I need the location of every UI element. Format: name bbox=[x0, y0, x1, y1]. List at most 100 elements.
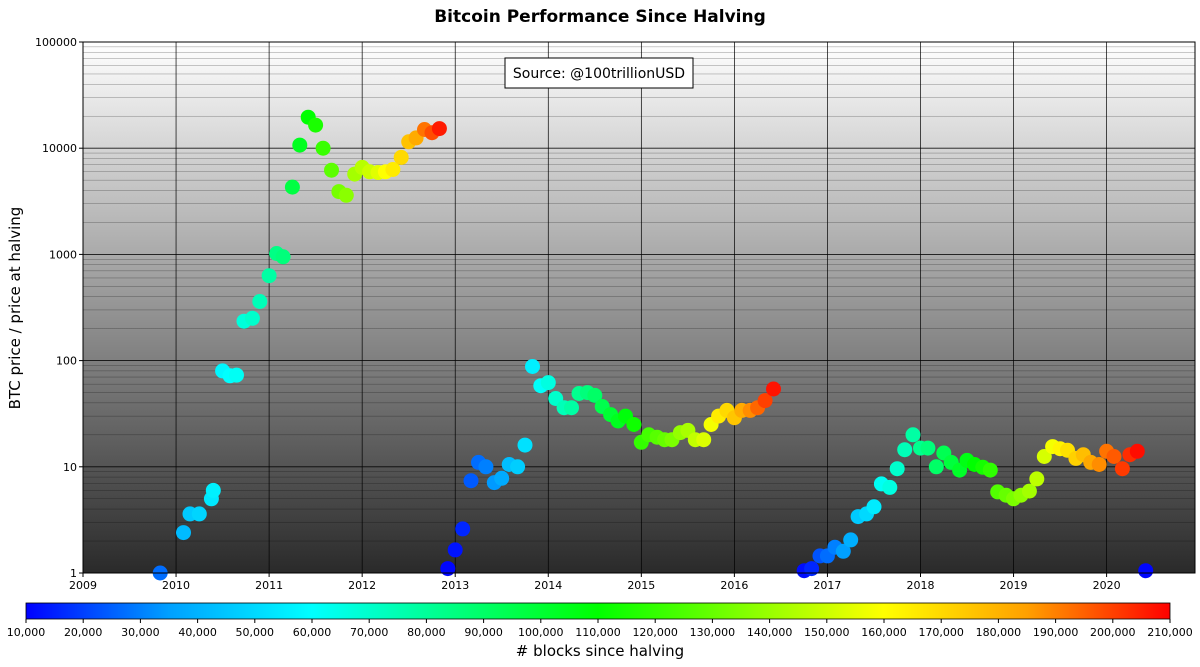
colorbar-tick-label: 150,000 bbox=[804, 626, 850, 639]
data-point bbox=[510, 459, 526, 475]
y-tick-label: 100 bbox=[56, 355, 77, 368]
y-tick-label: 10 bbox=[63, 461, 77, 474]
x-tick-label: 2014 bbox=[534, 579, 562, 592]
colorbar-tick-label: 110,000 bbox=[575, 626, 621, 639]
data-point bbox=[882, 479, 898, 495]
data-point bbox=[324, 162, 339, 178]
data-point bbox=[431, 121, 447, 137]
data-point bbox=[517, 437, 533, 453]
data-point bbox=[393, 149, 409, 165]
data-point bbox=[244, 310, 260, 326]
data-point bbox=[229, 367, 244, 383]
data-point bbox=[338, 187, 354, 203]
source-text: Source: @100trillionUSD bbox=[513, 66, 685, 82]
data-point bbox=[564, 400, 579, 416]
data-point bbox=[835, 543, 851, 559]
data-point bbox=[315, 140, 331, 156]
data-point bbox=[757, 393, 773, 409]
colorbar-tick-label: 20,000 bbox=[64, 626, 103, 639]
colorbar bbox=[25, 602, 1171, 620]
data-point bbox=[1129, 443, 1145, 459]
x-tick-label: 2018 bbox=[906, 579, 934, 592]
data-point bbox=[478, 459, 494, 475]
data-point bbox=[766, 381, 781, 397]
colorbar-tick-label: 30,000 bbox=[121, 626, 160, 639]
data-point bbox=[292, 137, 308, 153]
data-point bbox=[889, 461, 905, 477]
data-point bbox=[275, 249, 291, 265]
x-tick-label: 2011 bbox=[255, 579, 283, 592]
y-axis-ticks: 1 10 100 1000 10000 100000 bbox=[35, 36, 83, 580]
data-point bbox=[696, 432, 712, 448]
data-point bbox=[191, 506, 207, 522]
colorbar-tick-label: 70,000 bbox=[350, 626, 389, 639]
colorbar-tick-label: 120,000 bbox=[632, 626, 678, 639]
data-point bbox=[261, 268, 277, 284]
x-tick-label: 2012 bbox=[348, 579, 376, 592]
y-tick-label: 100000 bbox=[35, 36, 77, 49]
source-box bbox=[504, 57, 694, 89]
source-annotation: Source: @100trillionUSD bbox=[504, 57, 694, 89]
colorbar-label: # blocks since halving bbox=[516, 642, 684, 660]
colorbar-tick-label: 160,000 bbox=[861, 626, 907, 639]
x-tick-label: 2010 bbox=[162, 579, 190, 592]
data-point bbox=[982, 462, 998, 478]
colorbar-tick-label: 100,000 bbox=[518, 626, 564, 639]
colorbar-tick-label: 190,000 bbox=[1033, 626, 1079, 639]
colorbar-tick-label: 80,000 bbox=[407, 626, 446, 639]
x-tick-label: 2017 bbox=[813, 579, 841, 592]
x-axis-ticks: 2009 2010 2011 2012 2013 2014 2015 2016 2017 2018… bbox=[69, 573, 1121, 592]
x-tick-label: 2009 bbox=[69, 579, 97, 592]
data-point bbox=[525, 359, 540, 374]
data-point bbox=[843, 532, 859, 548]
y-tick-label: 1000 bbox=[49, 248, 77, 261]
data-points bbox=[152, 109, 1154, 581]
data-point bbox=[1138, 563, 1154, 579]
data-point bbox=[1106, 449, 1122, 464]
colorbar-tick-label: 140,000 bbox=[747, 626, 793, 639]
data-point bbox=[540, 375, 556, 391]
data-point bbox=[252, 294, 268, 309]
chart-title: Bitcoin Performance Since Halving bbox=[434, 7, 766, 27]
data-point bbox=[587, 387, 603, 403]
colorbar-tick-label: 200,000 bbox=[1090, 626, 1136, 639]
colorbar-ticks: 10,000 20,000 30,000 40,000 50,000 60,000 70,0… bbox=[7, 619, 1193, 639]
x-tick-label: 2016 bbox=[720, 579, 748, 592]
colorbar-tick-label: 180,000 bbox=[976, 626, 1022, 639]
data-point bbox=[447, 542, 463, 558]
data-point bbox=[385, 162, 401, 177]
data-point bbox=[205, 482, 221, 498]
data-point bbox=[463, 473, 479, 489]
data-point bbox=[440, 561, 456, 577]
data-point bbox=[866, 499, 882, 515]
grid-lines bbox=[82, 42, 1195, 574]
data-point bbox=[626, 417, 642, 432]
data-point bbox=[928, 459, 944, 475]
y-tick-label: 1 bbox=[70, 567, 77, 580]
colorbar-tick-label: 210,000 bbox=[1147, 626, 1193, 639]
data-point bbox=[455, 521, 471, 537]
colorbar-tick-label: 90,000 bbox=[464, 626, 503, 639]
data-point bbox=[1091, 457, 1107, 472]
colorbar-tick-label: 60,000 bbox=[293, 626, 332, 639]
data-point bbox=[905, 427, 921, 443]
x-tick-label: 2013 bbox=[441, 579, 469, 592]
plot-background bbox=[83, 42, 1195, 573]
data-point bbox=[1036, 449, 1052, 464]
plot-frame bbox=[82, 41, 1196, 574]
data-point bbox=[494, 470, 510, 486]
data-point bbox=[1021, 483, 1037, 499]
data-point bbox=[308, 117, 324, 133]
data-point bbox=[284, 179, 300, 195]
x-tick-label: 2019 bbox=[1000, 579, 1028, 592]
colorbar-tick-label: 40,000 bbox=[178, 626, 217, 639]
colorbar-tick-label: 170,000 bbox=[918, 626, 964, 639]
data-point bbox=[176, 525, 191, 541]
data-point bbox=[1114, 461, 1130, 477]
colorbar-tick-label: 10,000 bbox=[7, 626, 46, 639]
x-tick-label: 2020 bbox=[1093, 579, 1121, 592]
data-point bbox=[897, 442, 913, 458]
y-tick-label: 10000 bbox=[42, 142, 77, 155]
y-axis-label: BTC price / price at halving bbox=[6, 207, 24, 410]
